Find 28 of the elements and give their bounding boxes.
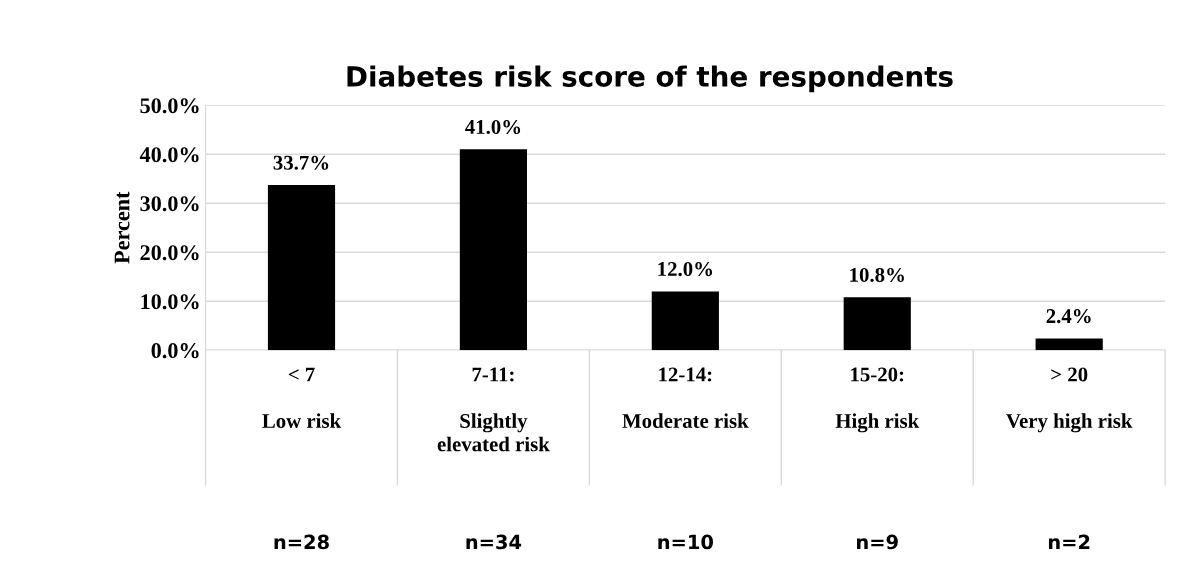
y-axis-title: Percent (114, 191, 130, 264)
bar (459, 149, 527, 351)
data-label: 33.7% (273, 155, 329, 170)
chart-title: Diabetes risk score of the respondents (347, 65, 953, 93)
data-label: 12.0% (658, 262, 713, 277)
text: n=10 (658, 534, 713, 550)
text: n=2 (1048, 534, 1090, 550)
category-label: 15-20: High risk (835, 367, 920, 433)
bar (651, 291, 719, 351)
y-tick-label: 30.0% (140, 196, 199, 212)
category-label: 12-14: Moderate risk (622, 367, 749, 428)
category-label: > 20 Very high risk (1006, 367, 1133, 433)
data-label: 41.0% (465, 119, 521, 135)
bar (267, 185, 336, 351)
data-label: 2.4% (1046, 309, 1091, 324)
y-tick-label: 40.0% (139, 147, 199, 163)
text: n=9 (857, 534, 898, 550)
bar (843, 297, 911, 351)
category-label: 7-11: Slightly elevated risk (437, 367, 550, 452)
y-tick-label: 50.0% (140, 98, 199, 114)
bar (1035, 338, 1103, 351)
y-tick-label: 0.0% (151, 343, 199, 359)
text: n=34 (466, 534, 522, 550)
y-tick-label: 20.0% (140, 245, 199, 261)
data-label: 10.8% (850, 267, 904, 283)
category-label: < 7 Low risk (262, 367, 342, 428)
y-tick-label: 10.0% (141, 294, 199, 310)
text: n=28 (274, 534, 329, 550)
